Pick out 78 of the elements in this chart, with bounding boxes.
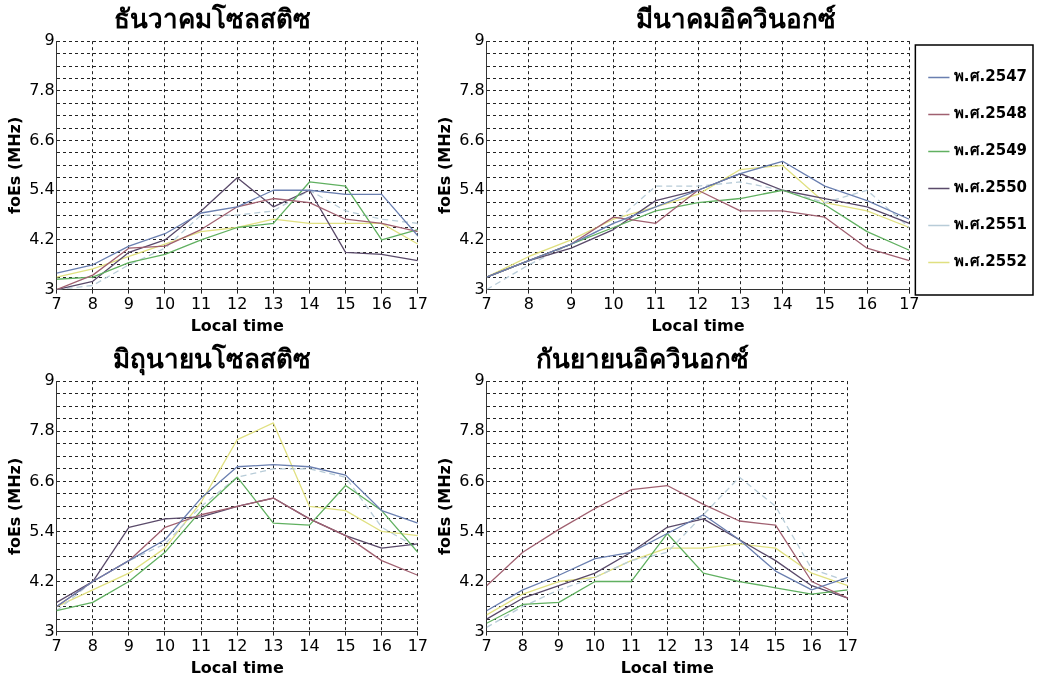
- y-tick-label: 9: [44, 370, 55, 390]
- y-tick-label: 9: [474, 30, 485, 50]
- legend-label: พ.ศ.2547: [953, 67, 1028, 86]
- legend-label: พ.ศ.2552: [953, 252, 1028, 271]
- x-tick-label: 14: [299, 636, 320, 656]
- y-tick-label: 6.6: [29, 129, 55, 149]
- x-tick-label: 13: [263, 636, 284, 656]
- y-tick-label: 7.8: [29, 420, 55, 440]
- y-tick-label: 4.2: [459, 570, 485, 590]
- x-tick-label: 9: [553, 636, 564, 656]
- x-tick-label: 16: [801, 636, 822, 656]
- x-tick-label: 14: [772, 294, 793, 314]
- legend-label: พ.ศ.2551: [953, 215, 1028, 234]
- x-tick-label: 12: [227, 636, 248, 656]
- y-tick-label: 5.4: [29, 179, 55, 199]
- x-tick-label: 11: [190, 294, 212, 314]
- x-tick-label: 17: [899, 294, 920, 314]
- y-tick-label: 5.4: [459, 520, 485, 540]
- x-tick-label: 8: [87, 636, 98, 656]
- y-tick-label: 6.6: [459, 470, 485, 490]
- x-tick-label: 10: [154, 294, 176, 314]
- y-tick-label: 7.8: [459, 80, 485, 100]
- x-tick-label: 15: [335, 294, 356, 314]
- x-tick-label: 16: [371, 636, 392, 656]
- y-axis-title: foEs (MHz): [434, 116, 454, 215]
- x-tick-label: 10: [584, 636, 606, 656]
- x-tick-label: 11: [645, 294, 666, 314]
- x-tick-label: 8: [517, 636, 528, 656]
- x-tick-label: 15: [765, 636, 786, 656]
- x-tick-label: 15: [335, 636, 356, 656]
- x-tick-label: 14: [299, 294, 320, 314]
- legend-label: พ.ศ.2550: [953, 178, 1028, 197]
- legend-label: พ.ศ.2549: [953, 141, 1028, 160]
- x-axis-title: Local time: [651, 315, 745, 335]
- x-axis-title: Local time: [620, 657, 714, 677]
- y-tick-label: 4.2: [29, 229, 55, 249]
- y-axis-title: foEs (MHz): [4, 116, 24, 215]
- x-tick-label: 13: [730, 294, 751, 314]
- x-tick-label: 9: [123, 294, 134, 314]
- chart-title: กันยายนอิควินอกซ์: [535, 344, 749, 375]
- x-tick-label: 9: [123, 636, 134, 656]
- y-tick-label: 6.6: [459, 129, 485, 149]
- y-axis-title: foEs (MHz): [434, 457, 454, 556]
- x-axis-title: Local time: [190, 315, 284, 335]
- x-tick-label: 12: [227, 294, 248, 314]
- x-tick-label: 10: [154, 636, 176, 656]
- x-tick-label: 11: [190, 636, 212, 656]
- x-tick-label: 17: [407, 294, 428, 314]
- chart-title: มิถุนายนโซลสติซ: [113, 343, 311, 377]
- x-tick-label: 17: [407, 636, 428, 656]
- x-tick-label: 13: [263, 294, 284, 314]
- x-tick-label: 17: [837, 636, 858, 656]
- y-tick-label: 7.8: [29, 80, 55, 100]
- y-tick-label: 5.4: [459, 179, 485, 199]
- y-tick-label: 7.8: [459, 420, 485, 440]
- y-tick-label: 4.2: [29, 570, 55, 590]
- y-tick-label: 6.6: [29, 470, 55, 490]
- x-tick-label: 8: [523, 294, 535, 314]
- x-axis-title: Local time: [190, 657, 284, 677]
- x-tick-label: 9: [566, 294, 577, 314]
- chart-title: ธันวาคมโซลสติซ: [113, 3, 311, 35]
- chart-title: มีนาคมอิควินอกซ์: [635, 4, 836, 35]
- x-tick-label: 11: [620, 636, 642, 656]
- x-tick-label: 15: [814, 294, 835, 314]
- x-tick-label: 16: [371, 294, 392, 314]
- y-tick-label: 9: [44, 30, 55, 50]
- x-tick-label: 13: [693, 636, 714, 656]
- x-tick-label: 8: [87, 294, 98, 314]
- y-tick-label: 5.4: [29, 520, 55, 540]
- x-tick-label: 12: [657, 636, 678, 656]
- x-tick-label: 14: [729, 636, 750, 656]
- y-axis-title: foEs (MHz): [4, 457, 24, 556]
- x-tick-label: 10: [603, 294, 624, 314]
- x-tick-label: 12: [687, 294, 709, 314]
- y-tick-label: 4.2: [459, 229, 485, 249]
- legend-label: พ.ศ.2548: [953, 104, 1028, 123]
- x-tick-label: 16: [856, 294, 878, 314]
- y-tick-label: 9: [474, 370, 485, 390]
